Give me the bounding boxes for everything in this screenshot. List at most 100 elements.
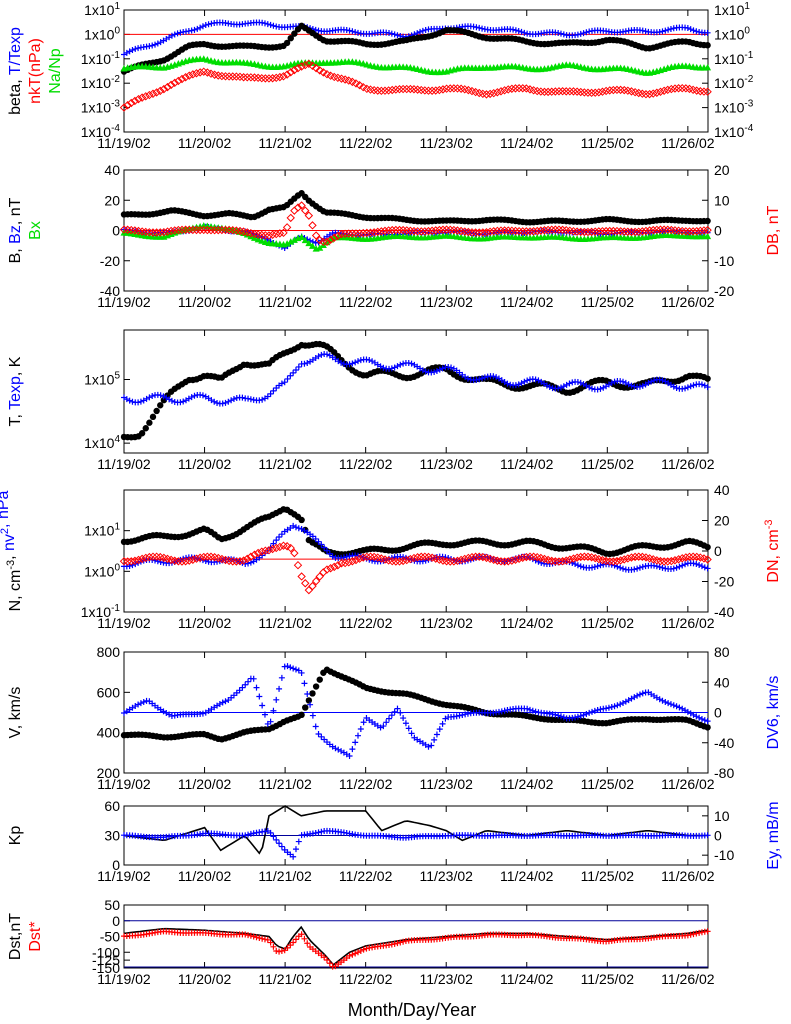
data-point <box>195 225 205 235</box>
panel-dst: 11/19/02 11/20/02 11/21/02 11/22/02 11/23/02… <box>7 897 715 987</box>
data-point <box>297 201 306 210</box>
data-point <box>292 846 299 853</box>
data-point <box>580 227 589 237</box>
data-point <box>135 45 142 52</box>
x-tick-label: 11/25/02 <box>581 868 635 884</box>
data-point <box>153 407 160 415</box>
data-point <box>704 928 711 935</box>
data-point <box>681 553 691 562</box>
x-tick-label: 11/24/02 <box>500 615 554 631</box>
data-point <box>286 68 295 77</box>
data-point <box>344 76 353 85</box>
data-point <box>119 103 129 112</box>
data-point <box>326 550 333 557</box>
y-axis-label-2: nkT(nPa) <box>27 38 44 104</box>
data-point <box>346 752 353 759</box>
data-point <box>485 227 495 236</box>
data-point <box>332 745 339 752</box>
data-point <box>282 542 292 551</box>
data-point <box>388 85 397 95</box>
x-tick-label: 11/24/02 <box>500 971 554 987</box>
data-point <box>639 563 646 570</box>
x-tick-label: 11/24/02 <box>500 456 554 472</box>
data-point <box>380 226 390 236</box>
data-point <box>276 534 283 541</box>
y-tick-label-right: 1x101 <box>714 1 750 18</box>
data-point <box>170 78 179 88</box>
data-point <box>529 707 536 714</box>
data-point <box>323 351 330 358</box>
data-point <box>507 84 517 93</box>
data-point <box>337 229 346 239</box>
data-point <box>391 225 401 235</box>
data-point <box>232 557 241 566</box>
data-point <box>679 562 686 569</box>
data-point <box>659 86 669 95</box>
y-tick-label: 60 <box>104 798 120 814</box>
data-point <box>174 225 183 235</box>
data-point <box>704 718 711 725</box>
x-tick-label: 11/24/02 <box>500 776 554 792</box>
y-tick-label-right: -40 <box>714 604 734 620</box>
data-point <box>181 225 190 234</box>
data-point <box>297 572 306 581</box>
y-tick-label-right: 0 <box>714 828 722 844</box>
data-point <box>174 30 181 37</box>
data-point <box>316 244 324 251</box>
data-point <box>130 96 140 106</box>
data-point <box>597 562 604 569</box>
data-point <box>126 397 133 404</box>
data-point <box>344 229 353 238</box>
data-point <box>156 228 165 237</box>
data-point <box>127 98 136 108</box>
data-point <box>589 564 596 571</box>
data-point <box>536 226 546 235</box>
data-point <box>355 732 362 739</box>
data-point <box>496 226 506 235</box>
y-tick-label: 30 <box>104 828 120 844</box>
data-point <box>137 93 147 102</box>
data-point <box>512 27 519 34</box>
data-point <box>685 227 694 236</box>
data-point <box>405 359 412 366</box>
data-point <box>394 32 401 39</box>
data-point <box>500 557 509 566</box>
data-point <box>267 21 274 28</box>
data-point <box>482 90 491 99</box>
data-point <box>391 708 398 715</box>
data-point <box>617 378 624 385</box>
data-point <box>687 931 694 938</box>
data-point <box>309 690 316 697</box>
x-tick-label: 11/22/02 <box>339 615 393 631</box>
data-point <box>656 564 663 571</box>
data-point <box>135 399 142 406</box>
data-point <box>264 545 274 555</box>
data-point <box>388 30 395 37</box>
data-point <box>132 45 139 52</box>
data-point <box>126 562 133 569</box>
data-point <box>199 225 208 235</box>
data-point <box>185 556 194 565</box>
data-point <box>123 225 132 234</box>
data-point <box>145 90 154 100</box>
data-point <box>297 62 306 71</box>
data-point <box>308 581 317 591</box>
data-point <box>662 698 669 705</box>
data-point <box>203 225 212 235</box>
data-point <box>583 227 593 237</box>
data-point <box>304 360 311 367</box>
data-point <box>442 557 451 566</box>
data-point <box>298 516 305 524</box>
x-tick-label: 11/22/02 <box>339 456 393 472</box>
data-point <box>510 26 517 33</box>
data-point <box>275 72 285 82</box>
data-point <box>305 697 313 704</box>
data-point <box>256 397 263 404</box>
data-point <box>138 430 146 437</box>
data-point <box>232 72 241 81</box>
y-tick-label-right: 80 <box>714 644 730 660</box>
data-point <box>557 713 564 720</box>
data-point <box>577 712 584 719</box>
x-axis-label: Month/Day/Year <box>348 1000 476 1020</box>
